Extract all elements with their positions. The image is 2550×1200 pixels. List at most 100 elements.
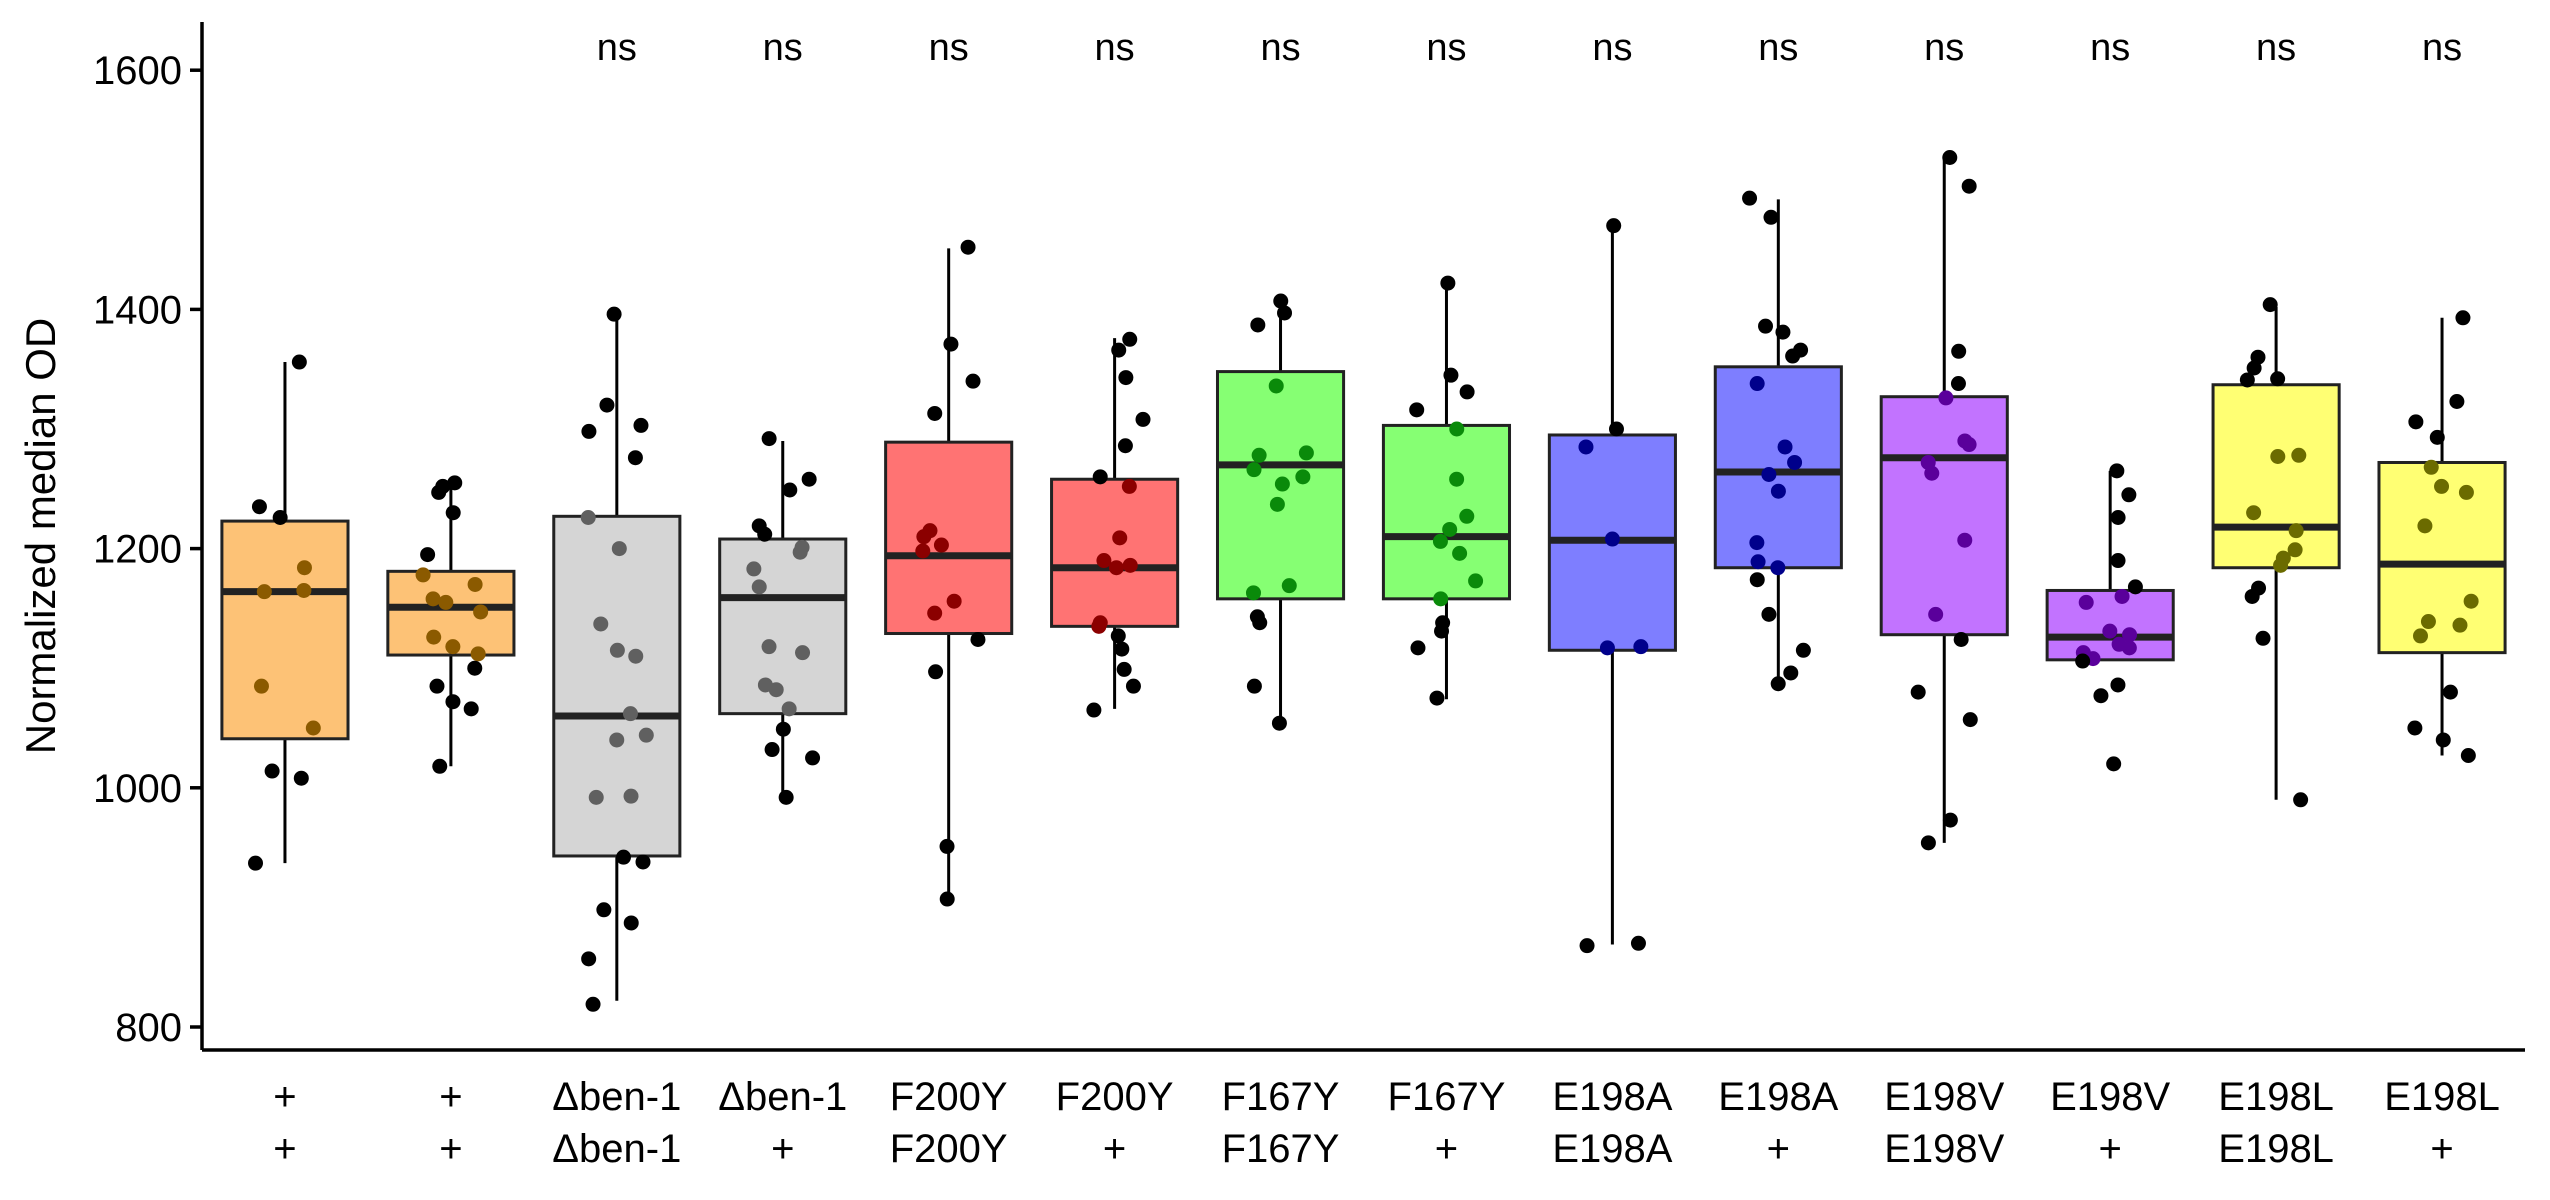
data-point: [611, 541, 627, 557]
box-iqr: [1381, 423, 1512, 601]
data-point: [1599, 640, 1615, 656]
data-point: [623, 915, 639, 931]
data-point: [415, 567, 431, 583]
data-point: [2434, 478, 2450, 494]
data-point: [1775, 324, 1791, 340]
data-point: [2460, 748, 2476, 764]
data-point: [775, 721, 791, 737]
data-point: [1750, 554, 1766, 570]
data-point: [1281, 578, 1297, 594]
data-point: [305, 720, 321, 736]
data-point: [1429, 690, 1445, 706]
data-point: [2078, 594, 2094, 610]
data-point: [2093, 688, 2109, 704]
box-group: [1050, 331, 1180, 718]
data-point: [438, 594, 454, 610]
box-group: [1381, 275, 1512, 706]
data-point: [1096, 553, 1112, 569]
data-point: [1092, 469, 1108, 485]
data-point: [638, 727, 654, 743]
y-axis-title: Normalized median OD: [17, 318, 64, 755]
data-point: [1942, 812, 1958, 828]
data-point: [467, 576, 483, 592]
data-point: [2270, 449, 2286, 465]
data-point: [253, 678, 269, 694]
data-point: [1250, 317, 1266, 333]
data-point: [2408, 414, 2424, 430]
x-category-label-line2: E198A: [1552, 1127, 1672, 1171]
data-point: [795, 645, 811, 661]
x-category-label-line2: Δben-1: [552, 1127, 681, 1171]
data-point: [1252, 615, 1268, 631]
data-point: [420, 547, 436, 563]
data-point: [1770, 676, 1786, 692]
x-category-label-line1: E198L: [2384, 1075, 2500, 1119]
x-category-label-line1: +: [439, 1075, 462, 1119]
data-point: [264, 763, 280, 779]
data-point: [1579, 938, 1595, 954]
data-point: [581, 951, 597, 967]
box-group: [718, 431, 848, 805]
significance-label: ns: [2090, 27, 2130, 69]
data-point: [1950, 376, 1966, 392]
data-point: [1086, 702, 1102, 718]
data-point: [2429, 429, 2445, 445]
data-point: [764, 742, 780, 758]
data-point: [1742, 190, 1758, 206]
data-point: [1443, 367, 1459, 383]
box-group: [220, 354, 350, 871]
box-iqr: [1879, 395, 2009, 637]
data-point: [272, 510, 288, 526]
data-point: [1942, 150, 1958, 166]
data-point: [1787, 454, 1803, 470]
data-point: [470, 646, 486, 662]
x-category-label-line2: +: [1435, 1127, 1458, 1171]
data-point: [599, 397, 615, 413]
y-tick-label: 800: [115, 1006, 182, 1050]
data-point: [2102, 623, 2118, 639]
data-point: [1961, 178, 1977, 194]
data-point: [431, 484, 447, 500]
data-point: [1749, 376, 1765, 392]
x-category-label-line2: F200Y: [890, 1127, 1008, 1171]
data-point: [248, 855, 264, 871]
data-point: [746, 561, 762, 577]
data-point: [939, 838, 955, 854]
data-point: [1783, 665, 1799, 681]
x-category-label-line2: F167Y: [1222, 1127, 1340, 1171]
box-group: [1713, 190, 1843, 692]
data-point: [1121, 478, 1137, 494]
data-point: [792, 544, 808, 560]
data-point: [1924, 465, 1940, 481]
data-point: [291, 354, 307, 370]
y-tick-label: 1600: [93, 49, 182, 93]
significance-labels: ns ns ns ns ns ns ns ns ns ns ns ns: [597, 27, 2462, 69]
data-point: [1125, 678, 1141, 694]
data-point: [2412, 628, 2428, 644]
data-point: [2239, 372, 2255, 388]
data-point: [1449, 421, 1465, 437]
data-point: [429, 678, 445, 694]
data-point: [1251, 447, 1267, 463]
x-axis-category-labels: + + + + Δben-1 Δben-1 Δben-1 + F200Y F200Y F200Y + F…: [273, 1075, 2500, 1171]
data-point: [1410, 640, 1426, 656]
significance-label: ns: [1426, 27, 1466, 69]
data-point: [2270, 371, 2286, 387]
data-point: [1117, 438, 1133, 454]
data-point: [2122, 627, 2138, 643]
data-point: [1298, 445, 1314, 461]
data-point: [1277, 305, 1293, 321]
data-point: [1604, 531, 1620, 547]
data-point: [1432, 533, 1448, 549]
box-group: [1215, 293, 1346, 731]
data-point: [2435, 732, 2451, 748]
data-point: [293, 770, 309, 786]
data-point: [1135, 411, 1151, 427]
x-category-label-line1: F167Y: [1388, 1075, 1506, 1119]
box-group: [2211, 297, 2341, 808]
x-category-label-line1: Δben-1: [552, 1075, 681, 1119]
data-point: [1785, 348, 1801, 364]
data-point: [1434, 623, 1450, 639]
